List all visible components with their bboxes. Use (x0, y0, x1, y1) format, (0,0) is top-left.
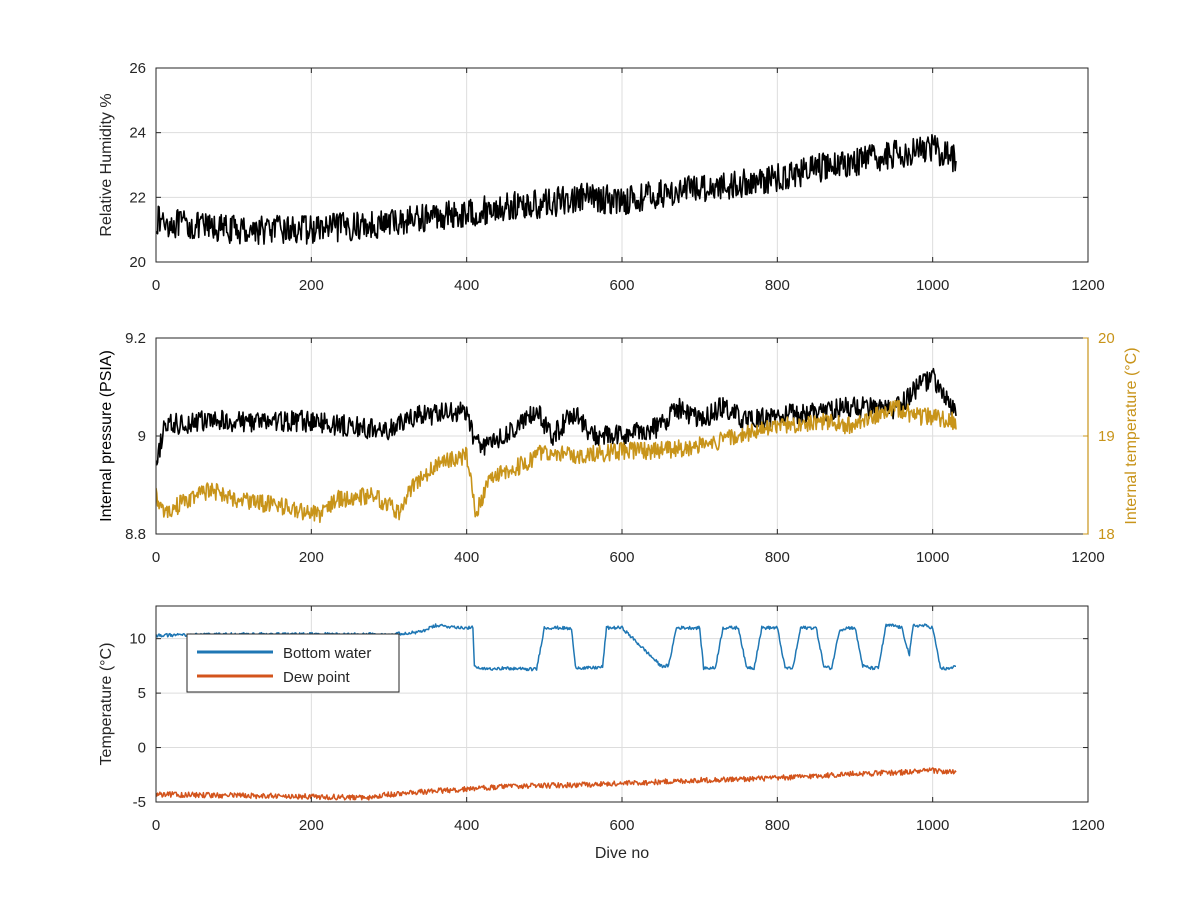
chart-panel-3: 0 200 400 600 800 1000 1200 -5 0 5 10 Temperature (… (98, 605, 1105, 862)
series-line-series-2 (156, 399, 957, 524)
y-tick-label: 9.2 (125, 330, 146, 347)
y2-tick-label: 20 (1098, 330, 1115, 347)
x-tick-label: 200 (299, 277, 324, 294)
legend-entry: Dew point (283, 669, 351, 686)
chart-panel-2: 0 200 400 600 800 1000 1200 8.8 9 9.2 18 19 20 Intern… (98, 330, 1140, 566)
x-tick-label: 1000 (916, 549, 949, 566)
x-tick-label: 800 (765, 817, 790, 834)
x-tick-label: 600 (609, 817, 634, 834)
x-tick-label: 400 (454, 817, 479, 834)
x-tick-label: 800 (765, 549, 790, 566)
series-group (156, 367, 957, 524)
y-axis-label: Temperature (°C) (98, 643, 115, 766)
x-tick-label: 1200 (1071, 549, 1104, 566)
x-tick-label: 600 (609, 549, 634, 566)
x-tick-label: 400 (454, 549, 479, 566)
x-tick-label: 0 (152, 817, 160, 834)
x-axis-label: Dive no (595, 845, 649, 862)
x-tick-label: 1000 (916, 817, 949, 834)
y-tick-label: 20 (129, 254, 146, 271)
x-tick-label: 1000 (916, 277, 949, 294)
series-group (156, 134, 957, 245)
series-line-dew-point (156, 767, 957, 801)
x-tick-label: 1200 (1071, 817, 1104, 834)
y-tick-label: 22 (129, 189, 146, 206)
chart-panel-1: 0 200 400 600 800 1000 1200 20 22 24 26 Relative Hu… (98, 60, 1105, 294)
y2-axis-label: Internal temperature (°C) (1123, 347, 1140, 524)
x-tick-label: 0 (152, 277, 160, 294)
x-tick-label: 200 (299, 817, 324, 834)
y-axis-label: Internal pressure (PSIA) (98, 350, 115, 522)
y-tick-label: 10 (129, 631, 146, 648)
x-tick-label: 1200 (1071, 277, 1104, 294)
legend: Bottom water Dew point (186, 633, 400, 693)
y-tick-label: 8.8 (125, 526, 146, 543)
x-tick-label: 0 (152, 549, 160, 566)
y-tick-label: 5 (138, 685, 146, 702)
series-line-series-1 (156, 134, 957, 245)
y-tick-label: 24 (129, 125, 146, 142)
y-tick-label: 9 (138, 428, 146, 445)
x-tick-label: 800 (765, 277, 790, 294)
legend-entry: Bottom water (283, 645, 371, 662)
y-tick-label: 26 (129, 60, 146, 77)
y2-tick-label: 19 (1098, 428, 1115, 445)
x-tick-label: 400 (454, 277, 479, 294)
y-axis-label: Relative Humidity % (98, 93, 115, 236)
legend-box (186, 633, 400, 693)
y2-tick-label: 18 (1098, 526, 1115, 543)
x-tick-label: 200 (299, 549, 324, 566)
y-tick-label: 0 (138, 740, 146, 757)
series-line-series-1 (156, 367, 957, 466)
x-tick-label: 600 (609, 277, 634, 294)
y-tick-label: -5 (133, 794, 146, 811)
